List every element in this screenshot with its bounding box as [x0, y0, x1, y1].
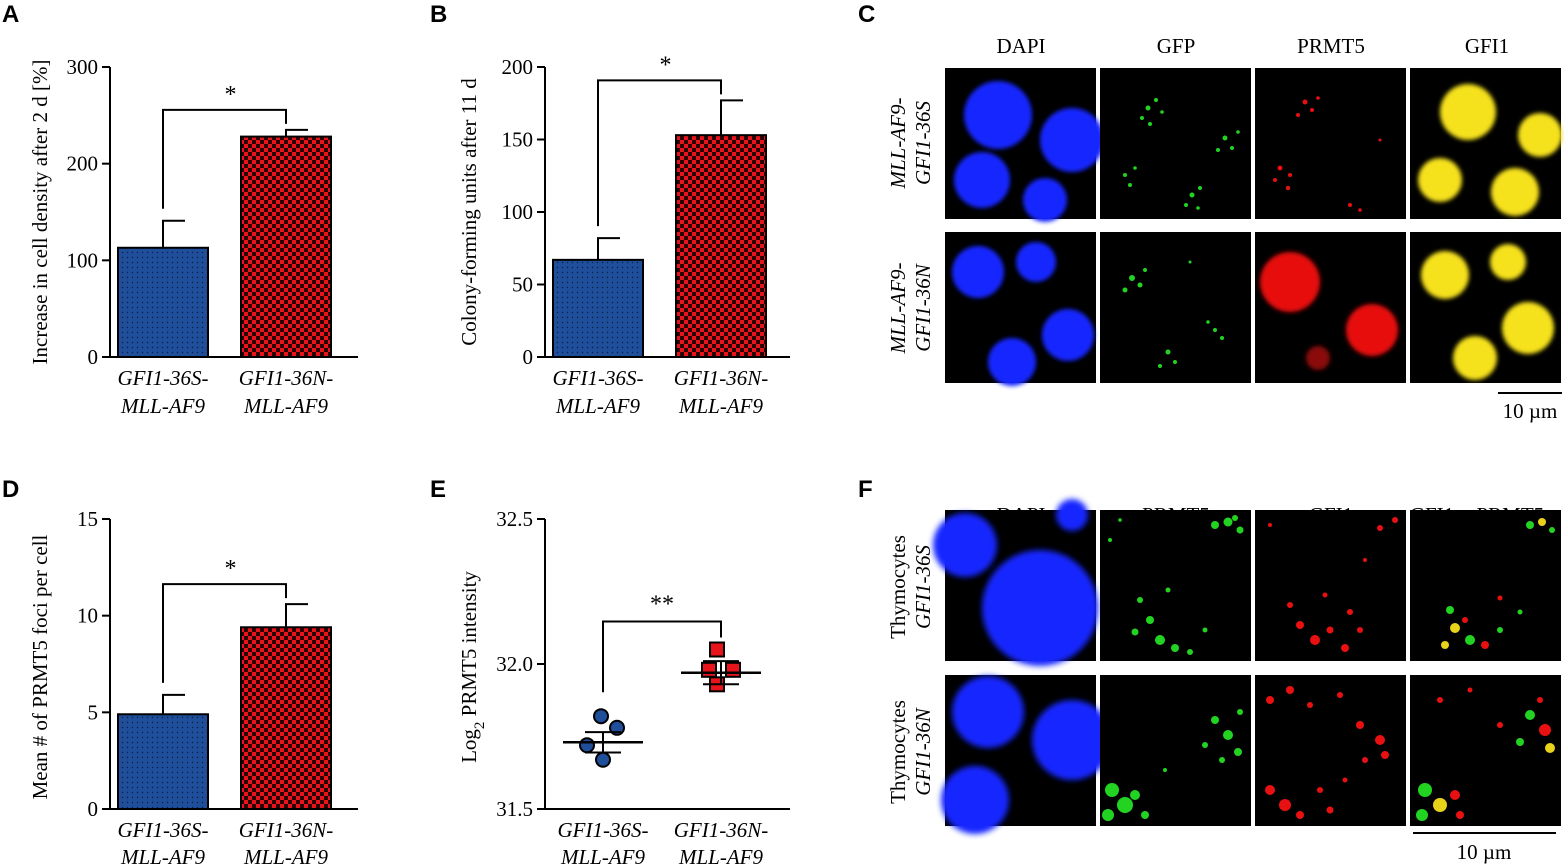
chart-D: Mean # of PRMT5 foci per cell 0 5 10 15 * G… [28, 507, 358, 867]
F-row1-line2: GFI1-36S [911, 545, 935, 629]
E-ylabel-sub: 2 [472, 722, 488, 730]
A-cat-1-line1: GFI1-36N- [239, 366, 333, 390]
A-y-axis-label: Increase in cell density after 2 d [%] [28, 60, 52, 365]
D-cat-1-line1: GFI1-36N- [239, 818, 333, 842]
E-y-tick-label-1: 32.0 [496, 652, 533, 676]
E-y-axis-label: Log2 PRMT5 intensity [457, 571, 488, 763]
B-significance-star: * [660, 52, 672, 78]
A-bar-gfi1-36s [117, 246, 209, 358]
E-point-s0-3 [595, 751, 611, 768]
D-bar-gfi1-36s [117, 713, 209, 810]
panel-F-micrographs: DAPI PRMT5 GFI1 GFI1 + PRMT5 Thymocytes … [886, 499, 1561, 864]
A-y-tick-label-0: 0 [88, 345, 99, 369]
A-cat-1-line2: MLL-AF9 [243, 394, 329, 418]
D-cat-0-line2: MLL-AF9 [120, 845, 206, 867]
E-point-s1-2 [725, 661, 741, 678]
A-cat-0-line1: GFI1-36S- [118, 366, 209, 390]
E-significance-bracket [602, 620, 722, 693]
panel-label-A: A [2, 1, 19, 28]
F-tile-gfi1-36n [1255, 675, 1406, 826]
C-channel-dapi: DAPI [996, 34, 1045, 58]
C-channel-gfi1: GFI1 [1465, 34, 1509, 58]
E-cat-1-line2: MLL-AF9 [678, 845, 764, 867]
C-tile-gfp-36s [1100, 68, 1251, 219]
E-cat-1-line1: GFI1-36N- [674, 818, 768, 842]
A-bar-gfi1-36n [240, 135, 332, 358]
F-tile-prmt5-36s [1100, 510, 1251, 661]
A-cat-0-line2: MLL-AF9 [120, 394, 206, 418]
panel-C-micrographs: DAPI GFP PRMT5 GFI1 MLL-AF9- GFI1-36S ML… [886, 34, 1562, 423]
C-channel-prmt5: PRMT5 [1297, 34, 1365, 58]
C-channel-gfp: GFP [1157, 34, 1196, 58]
panel-label-B: B [430, 1, 447, 28]
B-cat-1-line1: GFI1-36N- [674, 366, 768, 390]
B-y-tick-label-4: 200 [502, 55, 534, 79]
F-scale-bar-label: 10 µm [1457, 840, 1512, 864]
D-cat-1-line2: MLL-AF9 [243, 845, 329, 867]
E-y-tick-label-0: 31.5 [496, 797, 533, 821]
B-y-tick-label-3: 150 [502, 128, 534, 152]
D-y-tick-label-2: 10 [77, 604, 98, 628]
B-significance-bracket [597, 79, 722, 227]
A-y-tick-label-2: 200 [67, 152, 99, 176]
chart-E: Log2 PRMT5 intensity 31.5 32.0 32.5 ** GFI… [457, 507, 790, 867]
C-row1-line2: GFI1-36S [911, 101, 935, 185]
chart-A: Increase in cell density after 2 d [%] 0… [28, 55, 358, 418]
D-y-axis-label: Mean # of PRMT5 foci per cell [28, 534, 52, 799]
A-y-tick-label-3: 300 [67, 55, 99, 79]
E-point-s1-0 [709, 641, 725, 658]
chart-B: Colony-forming units after 11 d 0 50 100 15… [457, 52, 790, 418]
panel-label-F: F [858, 476, 873, 503]
B-cat-0-line2: MLL-AF9 [555, 394, 641, 418]
E-ylabel-log: Log [457, 729, 481, 763]
E-ylabel-rest: PRMT5 intensity [457, 571, 481, 722]
D-y-tick-label-1: 5 [88, 700, 99, 724]
F-row2-line1: Thymocytes [886, 700, 910, 804]
panel-label-C: C [858, 1, 875, 28]
F-tile-merge-36s [1410, 510, 1561, 661]
F-row2-line2: GFI1-36N [911, 707, 935, 795]
C-row1-line1: MLL-AF9- [886, 98, 910, 190]
D-y-tick-label-3: 15 [77, 507, 98, 531]
D-bar-gfi1-36n [240, 626, 332, 810]
E-significance-stars: ** [650, 592, 674, 618]
A-significance-bracket [162, 108, 287, 209]
B-y-tick-label-0: 0 [523, 345, 534, 369]
panel-label-E: E [430, 476, 446, 503]
D-significance-star: * [225, 556, 237, 582]
E-point-s0-0 [593, 708, 609, 725]
F-row1-line1: Thymocytes [886, 535, 910, 639]
C-scale-bar-label: 10 µm [1503, 399, 1558, 423]
E-point-s1-1 [701, 661, 717, 678]
B-bar-gfi1-36n [675, 134, 767, 358]
panel-label-D: D [2, 476, 19, 503]
B-y-tick-label-2: 100 [502, 200, 534, 224]
C-tile-gfp-36n [1100, 232, 1251, 383]
C-row2-line1: MLL-AF9- [886, 263, 910, 355]
B-y-axis-label: Colony-forming units after 11 d [457, 78, 481, 346]
B-cat-0-line1: GFI1-36S- [553, 366, 644, 390]
E-y-tick-label-2: 32.5 [496, 507, 533, 531]
E-point-s0-2 [579, 737, 595, 754]
D-y-tick-label-0: 0 [88, 797, 99, 821]
B-bar-gfi1-36s [552, 258, 644, 359]
A-significance-star: * [225, 82, 237, 108]
D-significance-bracket [162, 583, 287, 683]
B-cat-1-line2: MLL-AF9 [678, 394, 764, 418]
F-tile-gfi1-36s [1255, 510, 1406, 661]
C-tile-prmt5-36s [1255, 68, 1406, 219]
E-cat-0-line1: GFI1-36S- [558, 818, 649, 842]
D-cat-0-line1: GFI1-36S- [118, 818, 209, 842]
B-y-tick-label-1: 50 [512, 273, 533, 297]
A-y-tick-label-1: 100 [67, 248, 99, 272]
C-row2-line2: GFI1-36N [911, 263, 935, 351]
E-cat-0-line2: MLL-AF9 [560, 845, 646, 867]
